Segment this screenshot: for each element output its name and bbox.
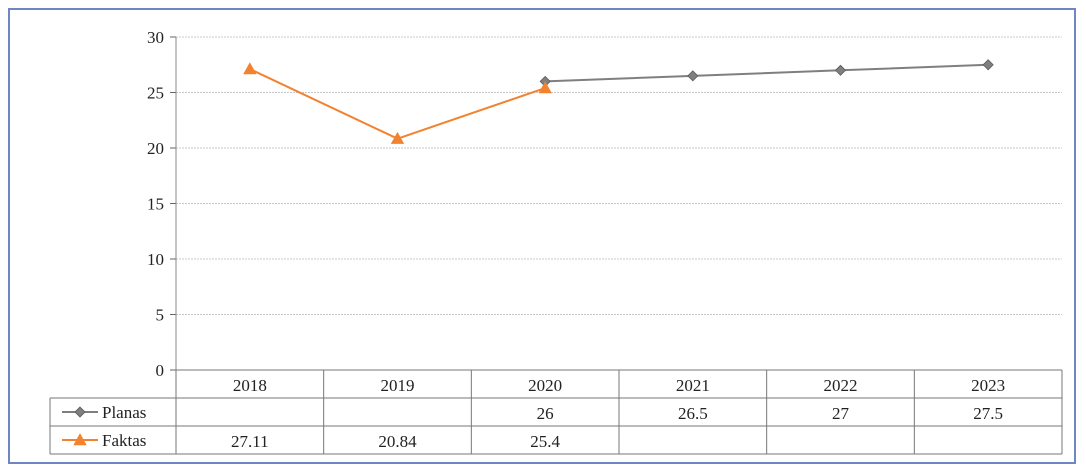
table-value-faktas-2019: 20.84 bbox=[378, 432, 417, 451]
x-tick-label-2021: 2021 bbox=[676, 376, 710, 395]
table-value-planas-2022: 27 bbox=[832, 404, 850, 423]
series-line-planas bbox=[545, 63, 989, 83]
point-planas-2021 bbox=[687, 70, 699, 82]
series-lines bbox=[249, 63, 989, 140]
point-planas-2022 bbox=[834, 64, 847, 76]
legend-label-planas: Planas bbox=[102, 403, 146, 422]
series-line-faktas bbox=[249, 68, 546, 140]
point-faktas-2019 bbox=[390, 131, 405, 144]
table-value-planas-2021: 26.5 bbox=[678, 404, 708, 423]
data-table: 2018 2019 2020 2021 2022 2023 Planas 26 26.5 27 27… bbox=[49, 369, 1063, 455]
point-faktas-2020 bbox=[538, 81, 552, 94]
line-chart: 0 5 10 15 20 25 30 2018 2019 2020 2021 2022 2023 Pla… bbox=[49, 28, 1063, 455]
y-tick-label-10: 10 bbox=[147, 250, 164, 269]
x-tick-label-2022: 2022 bbox=[824, 376, 858, 395]
x-tick-label-2023: 2023 bbox=[971, 376, 1005, 395]
x-tick-label-2018: 2018 bbox=[233, 376, 267, 395]
y-tick-label-0: 0 bbox=[156, 361, 165, 380]
gridlines bbox=[176, 36, 1062, 315]
point-planas-2023 bbox=[982, 59, 994, 71]
y-tick-label-15: 15 bbox=[147, 195, 164, 214]
x-tick-label-2019: 2019 bbox=[381, 376, 415, 395]
legend-label-faktas: Faktas bbox=[102, 431, 146, 450]
series-markers bbox=[243, 59, 994, 144]
y-tick-label-20: 20 bbox=[147, 139, 164, 158]
y-tick-label-25: 25 bbox=[147, 84, 164, 103]
y-tick-label-30: 30 bbox=[147, 28, 164, 47]
table-value-planas-2023: 27.5 bbox=[973, 404, 1003, 423]
x-tick-label-2020: 2020 bbox=[528, 376, 562, 395]
chart-frame: 0 5 10 15 20 25 30 2018 2019 2020 2021 2022 2023 Pla… bbox=[8, 8, 1076, 464]
table-value-faktas-2020: 25.4 bbox=[530, 432, 560, 451]
y-tick-label-5: 5 bbox=[156, 306, 165, 325]
y-axis-ticks: 0 5 10 15 20 25 30 bbox=[147, 28, 177, 380]
table-value-faktas-2018: 27.11 bbox=[231, 432, 269, 451]
legend-marker-planas bbox=[74, 406, 86, 418]
legend-marker-faktas bbox=[73, 433, 87, 446]
point-faktas-2018 bbox=[243, 62, 257, 75]
table-value-planas-2020: 26 bbox=[537, 404, 554, 423]
